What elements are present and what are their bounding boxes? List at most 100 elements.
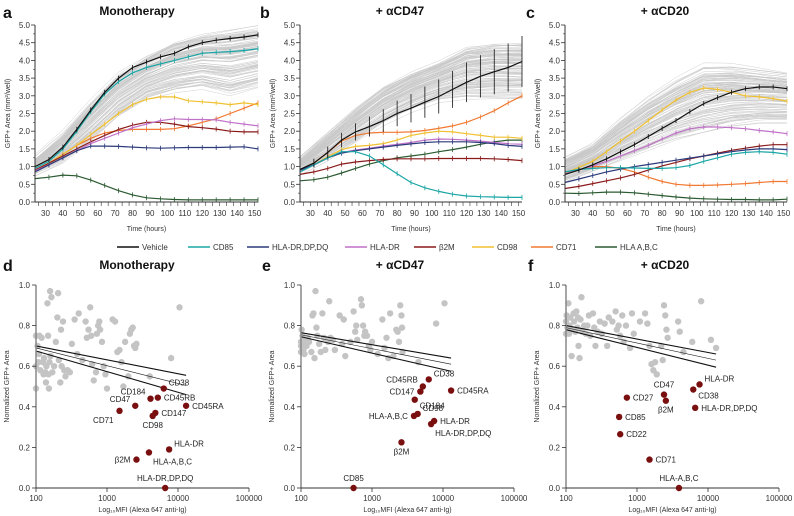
line-plot-a: 0.0 0.5 1.0 1.5 2.0 2.5 3.0 3.5 4.0 4.5 5.0 30 40 50 6… [5, 21, 262, 233]
regression-upper-line [35, 345, 187, 376]
y-tick-label: 0.6 [284, 362, 296, 371]
y-tick-label: 3.0 [19, 92, 31, 101]
data-point [383, 334, 390, 341]
point-label: CD45RA [457, 387, 489, 396]
data-point [603, 342, 611, 350]
y-tick-label: 0.0 [284, 484, 296, 493]
data-point [641, 310, 649, 317]
y-tick-label: 5.0 [549, 21, 561, 30]
data-point [116, 346, 123, 354]
data-point [386, 310, 394, 317]
background-line [34, 55, 259, 161]
data-point [103, 385, 111, 392]
data-point [576, 354, 583, 362]
data-point [368, 338, 376, 346]
legend-label: Vehicle [142, 243, 168, 252]
series-hla-dr [564, 124, 788, 175]
highlight-point [691, 404, 699, 412]
point-label: HLA-DR,DP,DQ [435, 429, 491, 438]
background-line [564, 116, 788, 173]
x-tick-label: 140 [760, 209, 774, 218]
regression-lower-line [300, 336, 452, 372]
background-line [34, 25, 259, 166]
data-point [398, 324, 406, 331]
series-vehicle [564, 84, 788, 175]
data-point [612, 308, 619, 315]
data-point [82, 318, 89, 325]
legend-item: CD98 [472, 243, 518, 252]
data-point [381, 344, 388, 352]
y-tick-label: 4.0 [284, 56, 296, 65]
point-label: CD27 [633, 394, 654, 403]
x-tick-label: 120 [196, 209, 210, 218]
background-line [34, 79, 259, 177]
data-point [308, 348, 315, 356]
background-line [564, 75, 788, 162]
data-point [630, 330, 637, 337]
point-label: HLA-A,B,C [659, 474, 698, 483]
background-line [564, 68, 788, 161]
x-tick-label: 10000 [432, 494, 455, 503]
y-tick-label: 2.5 [19, 110, 31, 119]
data-point [49, 369, 56, 376]
panel-letter-e: e [262, 258, 271, 275]
point-label: β2M [394, 447, 410, 456]
background-line [564, 98, 788, 172]
y-tick-label: 0.5 [284, 180, 296, 189]
x-axis-label: Time (hours) [391, 226, 430, 233]
data-point [398, 312, 405, 319]
gray-points [32, 287, 183, 392]
data-point [57, 326, 65, 333]
data-point [358, 302, 366, 309]
data-point [565, 330, 573, 337]
data-point [96, 318, 103, 325]
background-line [564, 92, 788, 167]
point-label: CD47 [654, 381, 675, 390]
data-point [98, 338, 106, 346]
background-line [34, 31, 259, 162]
x-tick-label: 10000 [697, 494, 720, 503]
x-tick-label: 1000 [628, 494, 646, 503]
data-point [601, 320, 608, 327]
data-point [96, 326, 104, 333]
x-tick-label: 130 [477, 209, 491, 218]
data-point [689, 338, 696, 346]
data-point [42, 379, 50, 386]
data-point [662, 312, 669, 319]
x-tick-label: 80 [393, 209, 402, 218]
x-tick-label: 30 [41, 209, 50, 218]
highlight-point [615, 413, 623, 421]
background-lines [299, 43, 523, 176]
data-point [619, 312, 626, 319]
data-point [121, 338, 129, 346]
data-point [50, 363, 58, 370]
highlight-point [419, 383, 427, 390]
y-tick-label: 2.5 [284, 110, 296, 119]
data-point [578, 293, 585, 301]
y-tick-label: 0.4 [19, 403, 31, 412]
data-point [568, 352, 575, 360]
data-point [577, 316, 584, 323]
y-axis-label: Normalized GFP+ Area [4, 350, 11, 422]
point-label: HLA-DR [705, 374, 735, 383]
point-label: CD85 [343, 474, 364, 483]
background-line [34, 67, 259, 170]
panel-title-d: Monotherapy [99, 258, 175, 272]
legend-label: HLA A,B,C [620, 243, 658, 252]
data-point [176, 304, 183, 311]
background-line [564, 66, 788, 162]
y-tick-label: 0.8 [19, 322, 31, 331]
y-tick-label: 4.5 [549, 39, 561, 48]
data-point [75, 310, 82, 317]
data-point [305, 338, 313, 346]
data-point [120, 383, 127, 390]
background-line [564, 86, 788, 171]
background-line [564, 66, 788, 163]
data-point [397, 302, 404, 309]
data-point [353, 322, 360, 329]
point-label: CD38 [169, 379, 190, 388]
background-line [34, 70, 259, 171]
highlight-point [160, 385, 167, 392]
